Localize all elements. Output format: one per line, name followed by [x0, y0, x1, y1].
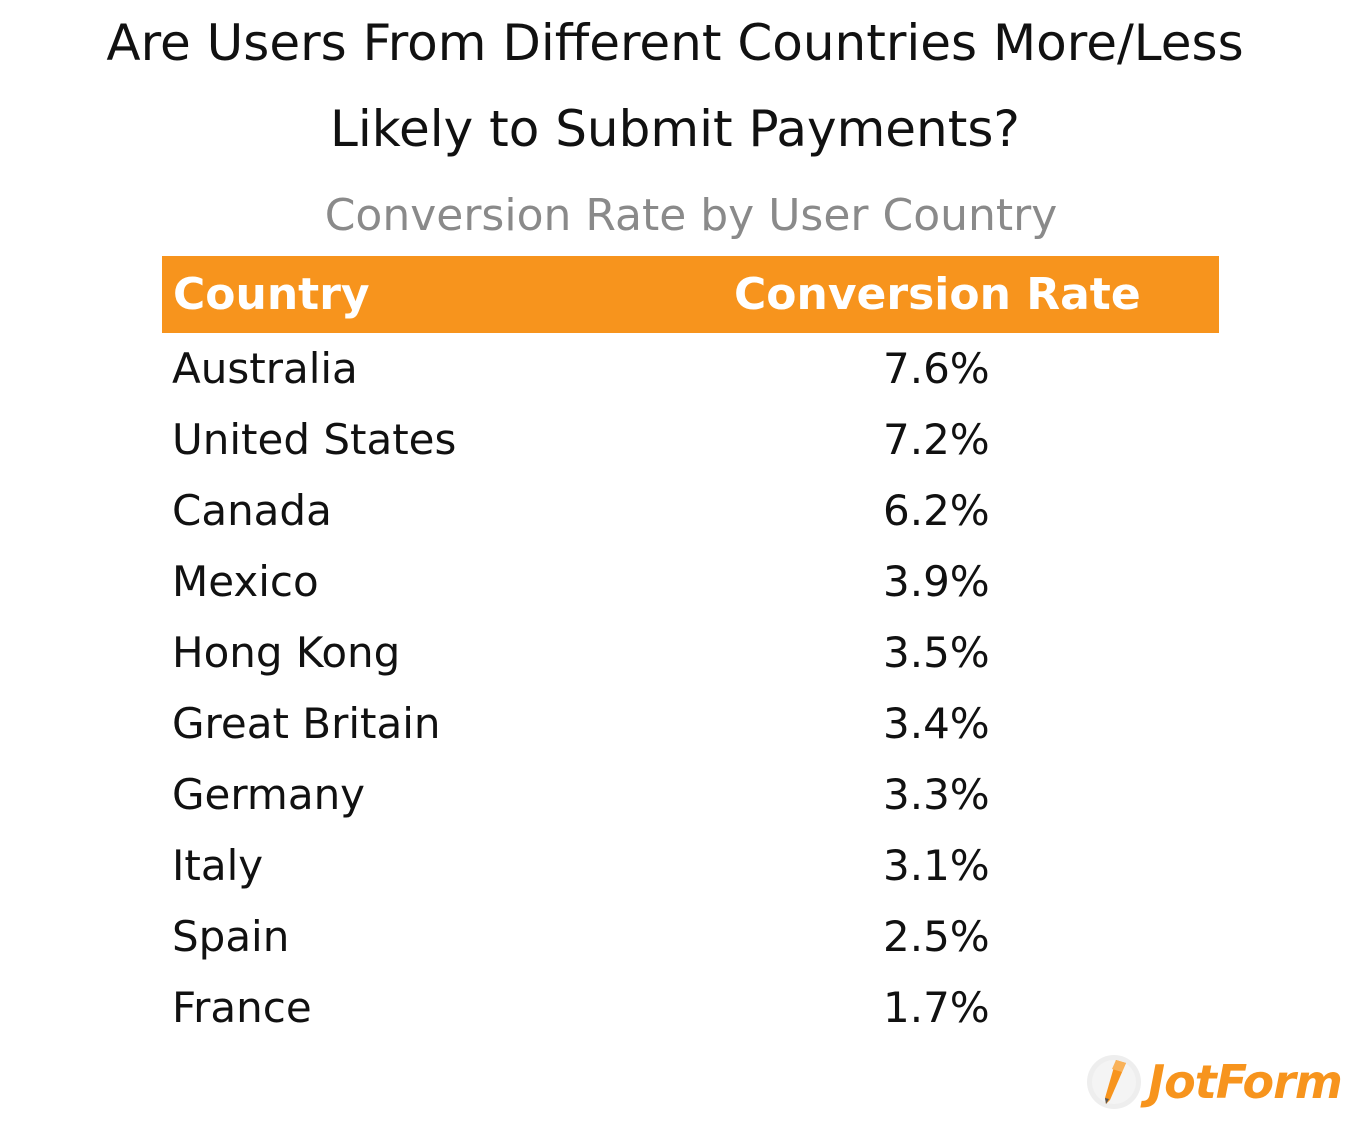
- country-cell: Great Britain: [172, 699, 441, 748]
- conversion-rate-cell: 3.3%: [883, 770, 990, 819]
- jotform-logo: JotForm: [1086, 1052, 1343, 1112]
- pencil-icon: [1087, 1055, 1141, 1109]
- conversion-rate-cell: 3.9%: [883, 557, 990, 606]
- country-cell: France: [172, 983, 312, 1032]
- table-row: Italy 3.1%: [162, 830, 1219, 901]
- conversion-rate-cell: 3.1%: [883, 841, 990, 890]
- conversion-rate-cell: 7.6%: [883, 344, 990, 393]
- chart-title-line-2: Likely to Submit Payments?: [330, 100, 1020, 158]
- conversion-rate-table: Country Conversion Rate Australia 7.6% Uni…: [162, 256, 1219, 1043]
- country-cell: Hong Kong: [172, 628, 401, 677]
- table-row: Germany 3.3%: [162, 759, 1219, 830]
- table-row: Canada 6.2%: [162, 475, 1219, 546]
- chart-subtitle: Conversion Rate by User Country: [324, 190, 1058, 241]
- chart-title-line-1: Are Users From Different Countries More/…: [106, 14, 1244, 72]
- table-row: Mexico 3.9%: [162, 546, 1219, 617]
- column-header-conversion-rate: Conversion Rate: [734, 269, 1141, 320]
- country-cell: Canada: [172, 486, 332, 535]
- conversion-rate-cell: 6.2%: [883, 486, 990, 535]
- table-row: United States 7.2%: [162, 404, 1219, 475]
- column-header-country: Country: [173, 269, 370, 320]
- conversion-rate-cell: 3.5%: [883, 628, 990, 677]
- conversion-rate-cell: 3.4%: [883, 699, 990, 748]
- country-cell: Australia: [172, 344, 358, 393]
- conversion-rate-cell: 2.5%: [883, 912, 990, 961]
- table-row: France 1.7%: [162, 972, 1219, 1043]
- table-row: Great Britain 3.4%: [162, 688, 1219, 759]
- table-header: Country Conversion Rate: [162, 256, 1219, 333]
- table-body: Australia 7.6% United States 7.2% Canada 6.2%…: [162, 333, 1219, 1043]
- conversion-rate-cell: 1.7%: [883, 983, 990, 1032]
- table-row: Australia 7.6%: [162, 333, 1219, 404]
- country-cell: Spain: [172, 912, 290, 961]
- conversion-rate-cell: 7.2%: [883, 415, 990, 464]
- logo-text: JotForm: [1148, 1055, 1343, 1109]
- country-cell: United States: [172, 415, 457, 464]
- country-cell: Mexico: [172, 557, 319, 606]
- country-cell: Italy: [172, 841, 264, 890]
- table-row: Spain 2.5%: [162, 901, 1219, 972]
- country-cell: Germany: [172, 770, 366, 819]
- table-row: Hong Kong 3.5%: [162, 617, 1219, 688]
